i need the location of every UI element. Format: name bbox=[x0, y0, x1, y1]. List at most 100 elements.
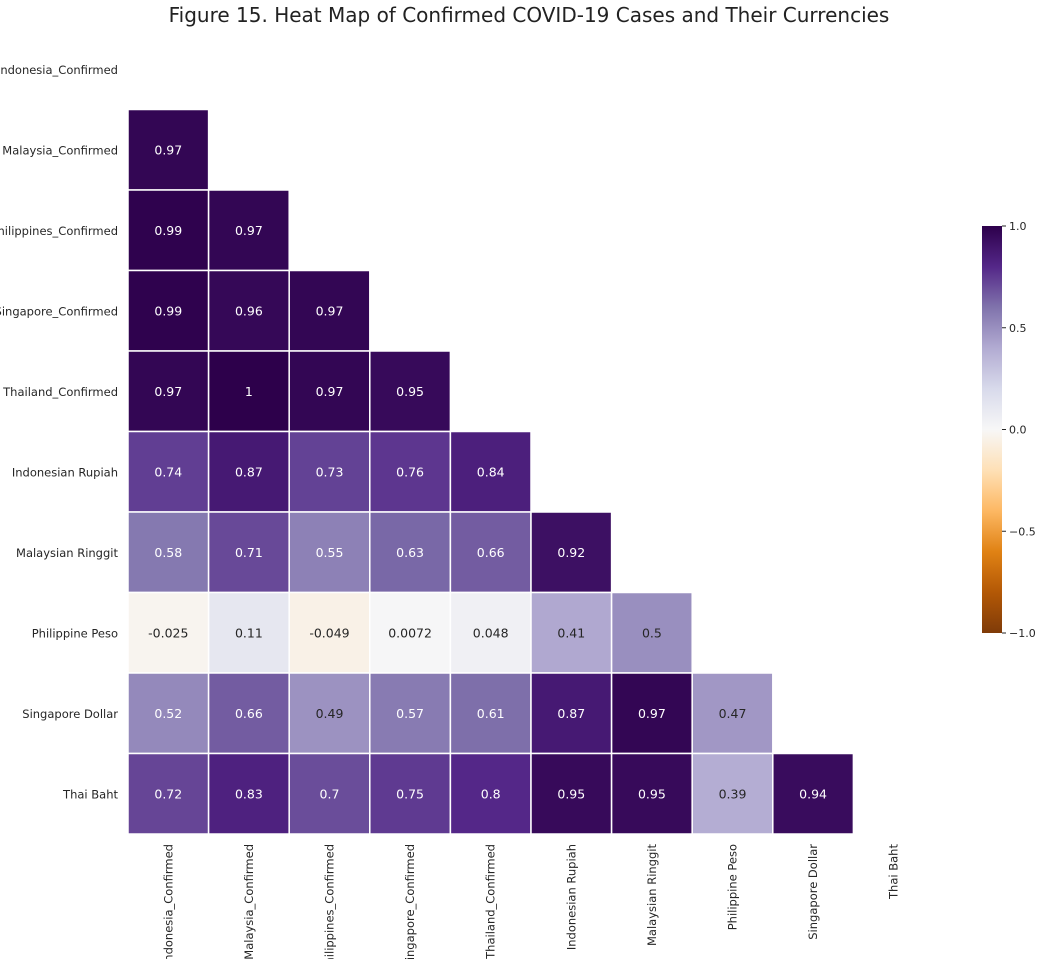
row-label: Thai Baht bbox=[62, 787, 118, 801]
cell-value-label: 0.71 bbox=[235, 545, 263, 560]
cell-value-label: 0.99 bbox=[154, 223, 182, 238]
heatmap-cell bbox=[369, 511, 452, 594]
cell-value-label: 0.8 bbox=[481, 786, 501, 801]
heatmap-cell bbox=[530, 591, 613, 674]
cell-value-label: 0.95 bbox=[638, 786, 666, 801]
cell-value-label: 0.95 bbox=[396, 384, 424, 399]
colorbar-ticks: 1.0 0.5 0.0 −0.5 −1.0 bbox=[1002, 220, 1036, 640]
heatmap-cell bbox=[530, 511, 613, 594]
cell-value-label: 0.97 bbox=[154, 384, 182, 399]
cell-value-label: -0.025 bbox=[148, 625, 188, 640]
heatmap-cell bbox=[369, 350, 452, 433]
heatmap-cell bbox=[772, 752, 855, 835]
column-label: Indonesian Rupiah bbox=[564, 844, 578, 950]
heatmap-cell bbox=[288, 752, 371, 835]
cell-value-label: 0.94 bbox=[799, 786, 827, 801]
cell-value-label: 0.96 bbox=[235, 303, 263, 318]
heatmap-cell bbox=[127, 672, 210, 755]
cell-value-label: 0.97 bbox=[235, 223, 263, 238]
column-label: Singapore Dollar bbox=[806, 844, 820, 940]
row-labels: Indonesia_Confirmed Malaysia_Confirmed Phi… bbox=[0, 63, 118, 802]
cell-value-label: 0.52 bbox=[154, 706, 182, 721]
heatmap-cell bbox=[369, 430, 452, 513]
cell-value-label: 0.92 bbox=[557, 545, 585, 560]
column-label: Philippine Peso bbox=[726, 844, 740, 930]
row-label: Indonesian Rupiah bbox=[12, 465, 118, 479]
colorbar-tick-label: −0.5 bbox=[1009, 525, 1036, 538]
cell-value-label: 0.99 bbox=[154, 303, 182, 318]
cell-value-label: -0.049 bbox=[309, 625, 349, 640]
row-label: Malaysia_Confirmed bbox=[2, 143, 118, 157]
cell-value-label: 0.0072 bbox=[388, 625, 432, 640]
colorbar: 1.0 0.5 0.0 −0.5 −1.0 bbox=[982, 220, 1036, 640]
cell-value-label: 0.58 bbox=[154, 545, 182, 560]
cell-value-label: 0.95 bbox=[557, 786, 585, 801]
column-label: Malaysian Ringgit bbox=[645, 844, 659, 946]
colorbar-tick-label: 1.0 bbox=[1009, 220, 1027, 233]
heatmap-cell bbox=[369, 591, 452, 674]
colorbar-gradient bbox=[982, 226, 1002, 633]
cell-value-label: 0.97 bbox=[638, 706, 666, 721]
column-label: Thai Baht bbox=[887, 844, 901, 900]
column-label: Indonesia_Confirmed bbox=[161, 844, 175, 959]
heatmap-cell bbox=[207, 350, 290, 433]
cell-value-label: 0.7 bbox=[320, 786, 340, 801]
cell-value-label: 0.57 bbox=[396, 706, 424, 721]
column-label: Malaysia_Confirmed bbox=[242, 844, 256, 959]
cell-value-label: 0.66 bbox=[477, 545, 505, 560]
row-label: Philippine Peso bbox=[32, 626, 118, 640]
cell-value-label: 0.72 bbox=[154, 786, 182, 801]
cell-value-label: 0.11 bbox=[235, 625, 263, 640]
cell-value-label: 0.97 bbox=[316, 384, 344, 399]
heatmap-cell bbox=[610, 752, 693, 835]
cell-value-label: 0.49 bbox=[316, 706, 344, 721]
heatmap-cell bbox=[207, 189, 290, 272]
row-label: Singapore_Confirmed bbox=[0, 304, 118, 318]
colorbar-tick-label: −1.0 bbox=[1009, 627, 1036, 640]
heatmap-cell bbox=[127, 189, 210, 272]
heatmap-cell bbox=[691, 672, 774, 755]
column-labels: Indonesia_Confirmed Malaysia_Confirmed Phi… bbox=[161, 844, 900, 959]
heatmap-cell bbox=[207, 511, 290, 594]
heatmap-cell bbox=[288, 511, 371, 594]
cell-value-label: 1 bbox=[245, 384, 253, 399]
cell-value-label: 0.63 bbox=[396, 545, 424, 560]
colorbar-tick-label: 0.0 bbox=[1009, 424, 1027, 437]
cell-value-label: 0.41 bbox=[557, 625, 585, 640]
row-label: Indonesia_Confirmed bbox=[0, 63, 118, 77]
cell-value-label: 0.39 bbox=[719, 786, 747, 801]
row-label: Singapore Dollar bbox=[22, 707, 118, 721]
cell-value-label: 0.76 bbox=[396, 464, 424, 479]
heatmap-cell bbox=[207, 752, 290, 835]
heatmap-cell bbox=[127, 752, 210, 835]
colorbar-tick-label: 0.5 bbox=[1009, 322, 1027, 335]
column-label: Singapore_Confirmed bbox=[403, 844, 417, 959]
heatmap-cell bbox=[369, 752, 452, 835]
cell-value-label: 0.47 bbox=[719, 706, 747, 721]
cell-value-label: 0.73 bbox=[316, 464, 344, 479]
column-label: Philippines_Confirmed bbox=[323, 844, 337, 959]
heatmap-cell bbox=[207, 591, 290, 674]
heatmap-cell bbox=[610, 591, 693, 674]
cell-value-label: 0.55 bbox=[316, 545, 344, 560]
heatmap-cells: 0.97 0.99 0.97 0.99 0.96 0.97 0.97 1 0.97 0.95 0.7… bbox=[127, 108, 855, 835]
heatmap-cell bbox=[127, 511, 210, 594]
column-label: Thailand_Confirmed bbox=[484, 844, 498, 959]
cell-value-label: 0.97 bbox=[154, 142, 182, 157]
heatmap-cell bbox=[127, 108, 210, 191]
heatmap-cell bbox=[127, 591, 210, 674]
chart-title: Figure 15. Heat Map of Confirmed COVID-1… bbox=[169, 3, 890, 27]
heatmap-cell bbox=[288, 672, 371, 755]
cell-value-label: 0.83 bbox=[235, 786, 263, 801]
heatmap-cell bbox=[530, 752, 613, 835]
cell-value-label: 0.75 bbox=[396, 786, 424, 801]
row-label: Malaysian Ringgit bbox=[16, 546, 118, 560]
row-label: Philippines_Confirmed bbox=[0, 224, 118, 238]
cell-value-label: 0.048 bbox=[473, 625, 509, 640]
cell-value-label: 0.61 bbox=[477, 706, 505, 721]
heatmap-cell bbox=[449, 752, 532, 835]
row-label: Thailand_Confirmed bbox=[2, 385, 118, 399]
cell-value-label: 0.66 bbox=[235, 706, 263, 721]
cell-value-label: 0.5 bbox=[642, 625, 662, 640]
